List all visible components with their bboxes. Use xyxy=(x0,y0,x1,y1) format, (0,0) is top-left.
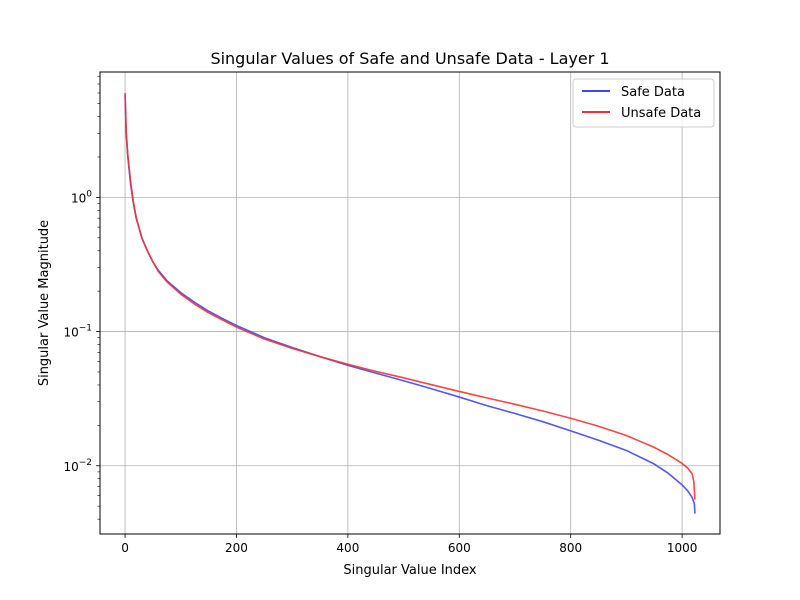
series-layer xyxy=(124,92,696,514)
chart-title: Singular Values of Safe and Unsafe Data … xyxy=(210,49,609,68)
series-line-unsafe-data xyxy=(124,92,696,500)
x-tick-label: 400 xyxy=(336,541,359,555)
legend: Safe Data Unsafe Data xyxy=(572,78,715,128)
x-tick-label: 1000 xyxy=(667,541,698,555)
y-tick-label: 10−1 xyxy=(63,324,92,340)
x-tick-label: 0 xyxy=(121,541,129,555)
tick-layer: 0 200 400 600 800 1000 10−2 10−1 100 xyxy=(63,75,698,555)
x-tick-label: 800 xyxy=(559,541,582,555)
y-axis-label: Singular Value Magnitude xyxy=(37,220,52,386)
legend-label-unsafe-data: Unsafe Data xyxy=(621,106,701,121)
x-tick-label: 600 xyxy=(448,541,471,555)
plot-frame xyxy=(99,71,721,535)
x-axis-label: Singular Value Index xyxy=(343,563,477,578)
x-tick-label: 200 xyxy=(225,541,248,555)
y-tick-label: 100 xyxy=(71,189,92,205)
grid-layer xyxy=(100,72,720,534)
y-tick-label: 10−2 xyxy=(63,458,92,474)
legend-label-safe-data: Safe Data xyxy=(621,85,685,100)
